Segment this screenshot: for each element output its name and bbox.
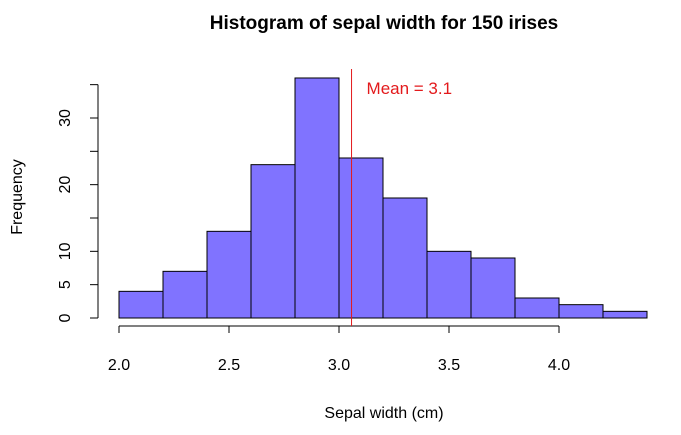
x-axis: 2.0 2.5 3.0 3.5 4.0	[108, 325, 570, 374]
histogram-bar-7	[426, 250, 472, 319]
x-axis-label: Sepal width (cm)	[324, 405, 443, 422]
y-tick-label-2: 10	[57, 242, 74, 260]
histogram-bar-1	[162, 270, 208, 319]
x-tick-label-4: 4.0	[548, 357, 570, 374]
x-tick-label-0: 2.0	[108, 357, 130, 374]
histogram-bar-4	[294, 77, 340, 319]
y-tick-label-1: 5	[57, 280, 74, 289]
x-tick-label-2: 3.0	[328, 357, 350, 374]
histogram-bar-5	[338, 157, 384, 319]
mean-annotation: Mean = 3.1	[367, 79, 453, 98]
histogram-bar-2	[206, 230, 252, 319]
histogram-bars	[118, 77, 648, 319]
histogram-bar-11	[602, 310, 648, 319]
histogram-bar-3	[250, 164, 296, 319]
x-tick-label-1: 2.5	[218, 357, 240, 374]
histogram-bar-10	[558, 304, 604, 319]
histogram-bar-8	[470, 257, 516, 319]
y-axis: 0 5 10 20 30	[57, 84, 99, 322]
y-tick-label-0: 0	[57, 313, 74, 322]
x-tick-label-3: 3.5	[438, 357, 460, 374]
chart-title: Histogram of sepal width for 150 irises	[210, 13, 558, 34]
histogram-bar-0	[118, 290, 164, 319]
y-tick-label-4: 20	[57, 176, 74, 194]
y-axis-label: Frequency	[9, 159, 26, 235]
histogram-bar-6	[382, 197, 428, 319]
y-tick-label-6: 30	[57, 109, 74, 127]
histogram-bar-9	[514, 297, 560, 319]
